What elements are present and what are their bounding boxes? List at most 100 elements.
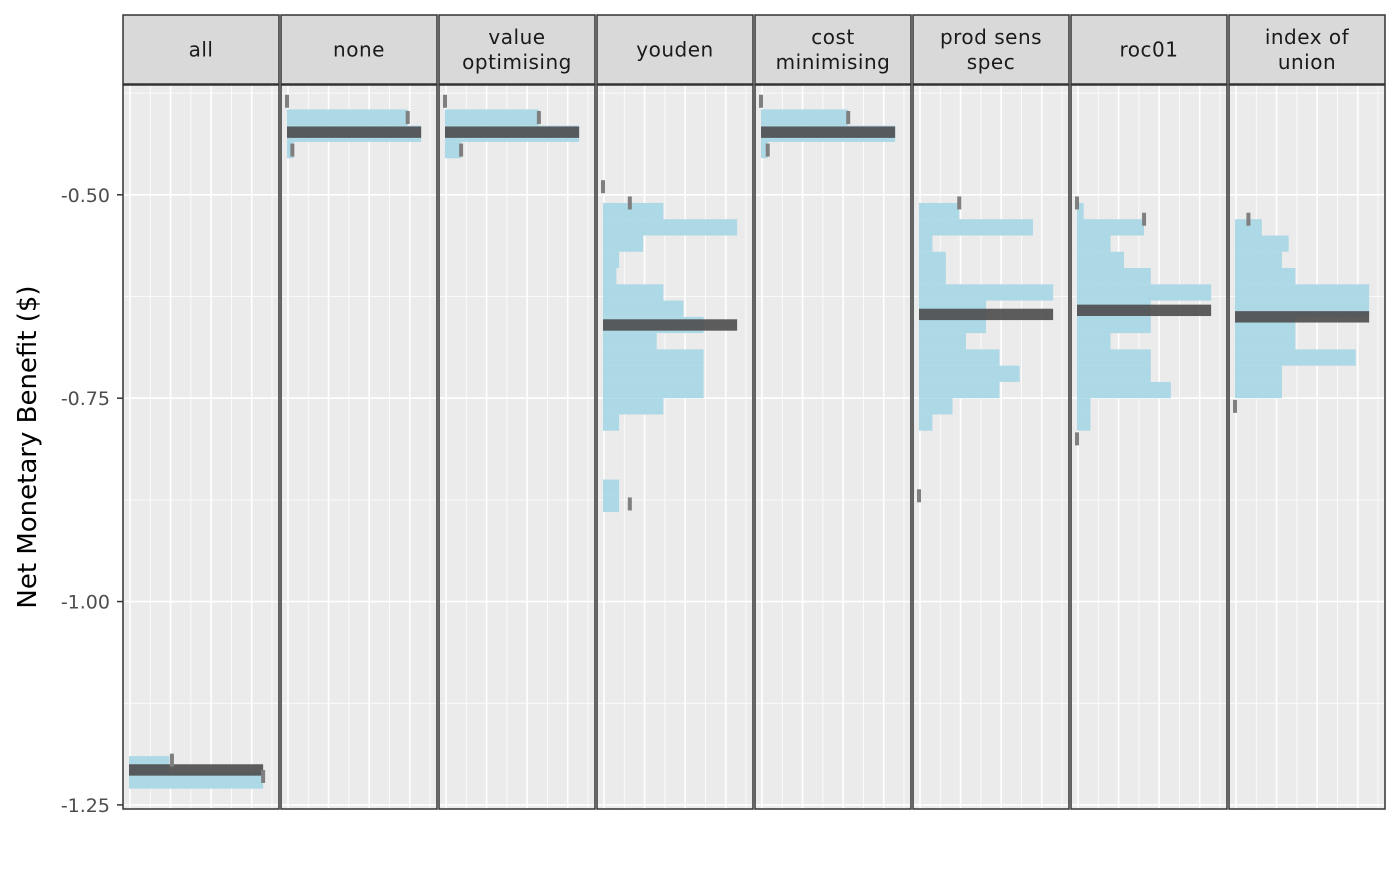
facet-strip-label: roc01 [1120,38,1179,62]
interval-marker [405,111,410,125]
facet-panel-border [1228,84,1386,810]
y-axis-tick-label: -1.25 [61,795,110,817]
histogram-bar [603,219,738,236]
median-band [445,126,580,138]
y-axis-tick-label: -1.00 [61,592,110,614]
histogram-bar [1077,219,1145,236]
histogram-bar [919,365,1020,382]
histogram-bar [919,284,1054,301]
histogram-bar [1235,349,1356,366]
histogram-bar [1077,268,1151,285]
facet-strip-label: spec [967,50,1015,74]
facet-plot-background [597,85,753,809]
histogram-bar [287,109,408,126]
histogram-bar [603,365,704,382]
histogram-bar [1235,365,1282,382]
histogram-bar [919,333,966,350]
histogram-bar [1235,381,1282,399]
facet-plot-background [123,85,279,809]
histogram-bar [919,398,953,415]
interval-marker [1142,212,1147,226]
histogram-bar [919,251,946,269]
interval-marker [261,769,266,783]
histogram-bar [1235,219,1262,236]
facet-panel-border [438,84,596,810]
histogram-bar [603,414,620,431]
histogram-bar [1077,414,1091,431]
histogram-bar [1235,333,1296,350]
interval-marker [443,94,447,108]
interval-marker [169,753,174,767]
histogram-bar [1077,316,1151,334]
interval-marker [957,196,962,210]
facet-strip [596,14,754,85]
histogram-bar [919,268,946,285]
facet-panel-border [912,84,1070,810]
histogram-bar [1077,284,1212,301]
interval-marker [1075,432,1079,446]
facet-strip [280,14,438,85]
histogram-bar [1077,381,1171,399]
facet-panel: none [280,14,438,810]
histogram-bar [603,300,684,317]
histogram-bar [919,349,1000,366]
median-band [287,126,422,138]
facet-plot-background [755,85,911,809]
facet-strip-label: union [1278,50,1336,74]
histogram-bar [1235,284,1370,301]
median-band [129,764,264,776]
y-axis-tick-label: -0.75 [61,388,110,410]
facet-strip-label: index of [1265,25,1350,49]
histogram-bar [1077,365,1151,382]
facet-strip [1070,14,1228,85]
interval-marker [290,143,295,157]
histogram-bar [603,235,644,252]
facet-strip-label: minimising [776,50,891,74]
histogram-bar [603,381,704,399]
histogram-bar [603,495,620,513]
interval-marker [1075,196,1079,210]
histogram-bar [919,219,1034,236]
histogram-bar [1235,235,1289,252]
interval-marker [601,180,605,194]
histogram-bar [919,202,960,220]
interval-marker [1246,212,1251,226]
facet-panel-border [596,84,754,810]
facet-panel: youden [596,14,754,810]
interval-marker [765,143,770,157]
histogram-bar [603,333,657,350]
facet-panel: all [122,14,280,810]
facet-strip-label: value [488,25,545,49]
histogram-bar [1077,202,1084,220]
histogram-bar [761,109,849,126]
facet-plot-background [439,85,595,809]
histogram-bar [287,141,294,159]
facet-strip [912,14,1070,85]
facet-plot-background [1071,85,1227,809]
interval-marker [459,143,464,157]
interval-marker [846,111,851,125]
interval-marker [627,196,632,210]
facet-panel-border [122,84,280,810]
facet-strip [754,14,912,85]
interval-marker [917,489,921,503]
histogram-bar [603,398,664,415]
facet-strip [122,14,280,85]
y-axis-title: Net Monetary Benefit ($) [13,285,43,608]
histogram-bar [919,316,987,334]
histogram-bar [919,414,933,431]
facet-strip-label: optimising [462,50,572,74]
facet-plot-background [281,85,437,809]
facet-strip-label: all [189,38,214,62]
histogram-bar [603,268,617,285]
median-band [1077,304,1212,317]
facet-panel: roc01 [1070,14,1228,810]
histogram-bar [603,349,704,366]
histogram-bar [603,284,664,301]
histogram-bar [129,772,264,789]
histogram-bar [1235,251,1282,269]
